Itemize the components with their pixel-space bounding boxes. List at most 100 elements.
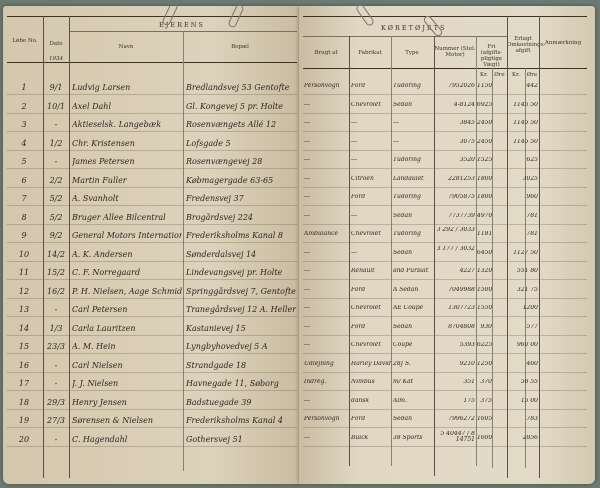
vehicle-number: 4-8124 [453, 101, 475, 108]
owner-section-title: EJERENS [159, 21, 205, 29]
vehicle-weight: 1800 [477, 175, 492, 182]
row-date: 5/2 [49, 212, 63, 222]
row-date: 9/2 [49, 231, 63, 240]
header-date: Dato [49, 41, 63, 47]
vehicle-make: --- [351, 138, 358, 145]
row-number: 8 [21, 212, 27, 222]
owner-name: Carl Nielsen [72, 360, 123, 370]
vehicle-tax: 781 [526, 231, 538, 237]
vehicle-make: Ford [351, 286, 366, 293]
row-rule [303, 223, 587, 225]
vehicle-type: Sedan [393, 212, 412, 219]
vehicle-tax: 2856 [522, 434, 538, 441]
owner-address: Brogårdsvej 224 [186, 212, 254, 222]
vehicle-weight: 370 [480, 379, 492, 385]
vehicle-number: 5 40447 / 8 14751 [440, 430, 475, 443]
owner-address: Frederiksholms Kanal 8 [186, 231, 283, 240]
header-rule [7, 62, 297, 63]
row-rule [7, 334, 297, 336]
vehicle-used-as: Personvogn [304, 83, 340, 89]
row-number: 10 [18, 249, 30, 259]
row-rule [303, 445, 587, 447]
header-name: Navn [118, 44, 134, 50]
vehicle-tax: 3025 [522, 175, 538, 182]
subheader-rule [303, 36, 507, 37]
vehicle-tax: 321 75 [517, 286, 538, 293]
vehicle-number: 2281253 [448, 175, 475, 182]
vehicle-weight: 1500 [477, 286, 492, 293]
row-number: 7 [21, 194, 27, 203]
vehicle-used-as: Udlejning [304, 360, 334, 367]
vehicle-tax: 460 [526, 360, 538, 367]
header-remarks: Anmærkning [544, 40, 582, 46]
owner-address: Bredlandsvej 53 Gentofte [186, 83, 290, 92]
header-tax: Erlagt Omkostnings-afgift [507, 36, 546, 54]
row-date: 1/2 [49, 138, 63, 148]
row-rule [303, 205, 587, 206]
vehicle-make: Chevrolet [351, 101, 381, 108]
header-weight: Fri (afgifts-pligtige Vægt) [480, 44, 503, 68]
owner-name: Bruger Allee Bilcentral [72, 212, 166, 222]
row-rule [7, 297, 297, 299]
vehicle-make: --- [351, 212, 358, 219]
vehicle-number: 3520 [459, 157, 475, 163]
vehicle-make: Ford [351, 194, 366, 200]
row-date: 5/2 [49, 194, 63, 203]
row-date: 9/1 [49, 83, 63, 92]
owner-address: Gl. Kongevej 5 pr. Holte [186, 101, 283, 111]
vehicle-number: 3 292 / 3033 [436, 227, 475, 233]
vehicle-type: Sedan [393, 249, 412, 256]
row-number: 2 [21, 101, 27, 111]
owner-name: Sørensen & Nielsen [72, 416, 154, 425]
ledger-right-page: KØRETØJETS Brugt af Fabrikat Type Nummer… [299, 2, 595, 484]
vehicle-tax: 1127 50 [513, 249, 538, 256]
vehicle-type: Tudoring [393, 231, 421, 237]
owner-name: Chr. Kristensen [72, 138, 135, 148]
vehicle-type: --- [393, 120, 400, 126]
row-rule [7, 168, 297, 169]
row-rule [303, 112, 587, 114]
vehicle-weight: 2450 [477, 138, 492, 145]
owner-name: P. H. Nielsen, Aage Schmidt [72, 286, 182, 296]
vehicle-used-as: --- [304, 175, 311, 182]
vehicle-tax: 1145 50 [513, 138, 538, 145]
column-divider [183, 31, 184, 471]
owner-name: James Petersen [72, 157, 135, 166]
vehicle-number: 1307723 [448, 305, 475, 311]
owner-address: Lindevangsvej pr. Holte [186, 268, 283, 277]
column-divider [69, 16, 70, 478]
vehicle-number: 9210 [459, 360, 475, 367]
row-number: 16 [18, 360, 30, 370]
header-address: Bopæl [231, 44, 249, 50]
vehicle-type: Tudoring [393, 83, 421, 89]
vehicle-make: Chevrolet [351, 342, 381, 348]
row-rule [7, 242, 297, 243]
vehicle-tax: 58 55 [520, 379, 538, 385]
row-number: 5 [21, 157, 27, 166]
row-number: 1 [21, 83, 27, 92]
vehicle-used-as: Ambulance [304, 231, 338, 237]
owner-address: Fredensvej 37 [186, 194, 244, 203]
vehicle-number: 7049988 [448, 286, 475, 293]
vehicle-tax: 442 [526, 83, 538, 89]
vehicle-used-as: --- [304, 323, 311, 330]
vehicle-tax: 15 00 [520, 397, 538, 404]
row-rule [7, 131, 297, 132]
owner-name: Axel Dahl [72, 101, 112, 111]
vehicle-weight: 1800 [477, 194, 492, 200]
vehicle-make: dansk [351, 397, 369, 404]
row-rule [303, 427, 587, 428]
vehicle-type: Landaulet [393, 175, 424, 182]
vehicle-make: Ford [351, 83, 366, 89]
row-date: 16/2 [47, 286, 65, 296]
vehicle-tax: 1145 50 [513, 120, 538, 126]
vehicle-number: 7952026 [448, 83, 475, 89]
owner-address: Kastanievej 15 [186, 323, 246, 333]
vehicle-make: Citroen [351, 175, 374, 182]
vehicle-weight: 1320 [477, 268, 492, 274]
row-rule [7, 186, 297, 188]
row-rule [7, 149, 297, 151]
vehicle-make: Renault [351, 268, 375, 274]
row-rule [303, 297, 587, 299]
